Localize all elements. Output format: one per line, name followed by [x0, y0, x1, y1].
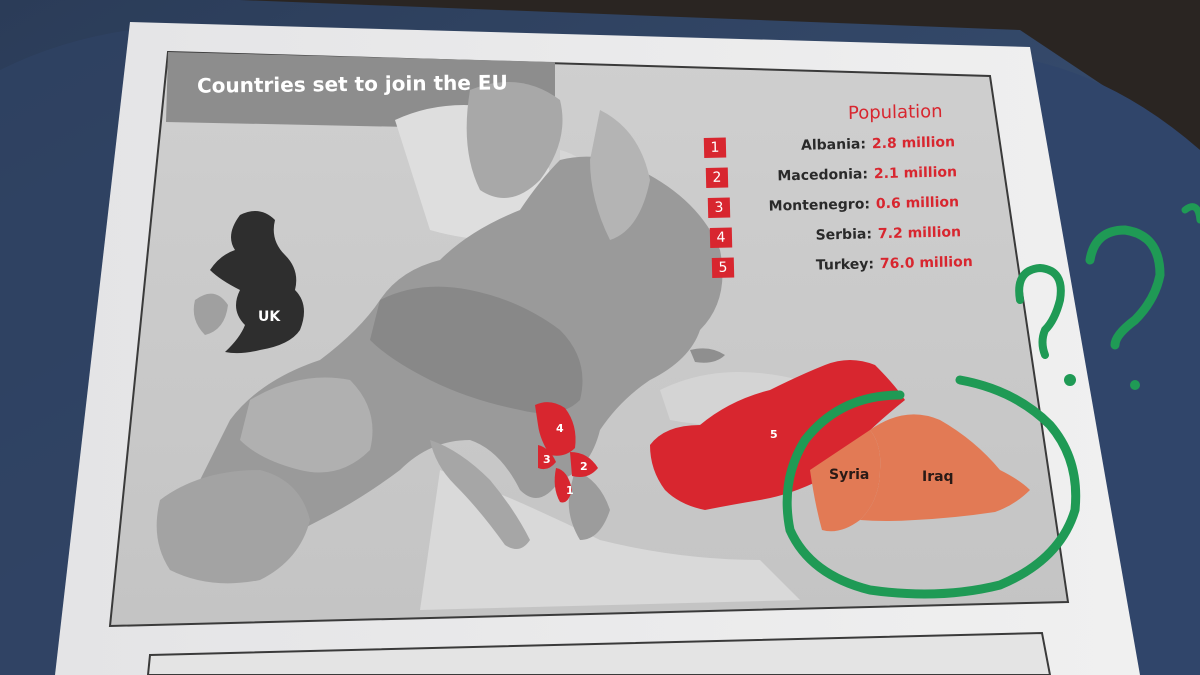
- montenegro-shape: [538, 445, 556, 470]
- question-dot-small: [1064, 374, 1076, 386]
- albania-number: 1: [566, 484, 574, 497]
- turkey-shape: [650, 360, 905, 510]
- france: [240, 377, 373, 473]
- dark-corner: [240, 0, 1200, 150]
- albania-shape: [554, 468, 572, 503]
- map-title: Countries set to join the EU: [196, 70, 508, 98]
- legend-number-badge: 1: [703, 137, 727, 158]
- green-circle-annotation: [782, 375, 1081, 599]
- population-heading: Population: [847, 101, 943, 124]
- iraq-label: Iraq: [922, 469, 954, 485]
- legend-population: 76.0 million: [879, 254, 973, 273]
- sea-mediterranean: [420, 470, 800, 610]
- legend-population: 0.6 million: [875, 194, 960, 213]
- ireland: [193, 293, 228, 335]
- macedonia-number: 2: [580, 460, 588, 473]
- question-mark-small: [1015, 263, 1065, 359]
- scandinavia: [466, 82, 563, 198]
- legend-country: Turkey:: [815, 256, 875, 274]
- question-mark-large: [1085, 225, 1165, 350]
- legend-country: Albania:: [800, 136, 867, 154]
- legend-population: 7.2 million: [877, 224, 962, 243]
- crimea: [690, 348, 725, 363]
- iberia: [156, 470, 310, 584]
- legend-number-badge: 2: [705, 167, 729, 188]
- uk-label: UK: [258, 309, 281, 325]
- legend-population: 2.8 million: [871, 134, 956, 153]
- iraq-shape: [860, 414, 1030, 521]
- legend-country: Serbia:: [815, 226, 873, 244]
- question-dot-large: [1130, 380, 1140, 390]
- legend-number-badge: 3: [707, 197, 731, 218]
- legend-population: 2.1 million: [873, 164, 958, 183]
- syria-shape: [810, 430, 881, 532]
- syria-label: Syria: [829, 467, 870, 483]
- denim-right: [1030, 60, 1200, 675]
- serbia-shape: [535, 402, 576, 456]
- montenegro-number: 3: [543, 453, 551, 466]
- legend-number-badge: 4: [709, 227, 733, 248]
- legend-country: Montenegro:: [768, 196, 871, 215]
- central-europe: [370, 286, 583, 414]
- finland-baltic: [590, 110, 650, 240]
- greece: [568, 470, 610, 540]
- italy: [430, 440, 530, 549]
- next-panel-frame: [146, 631, 1052, 675]
- legend-number-badge: 5: [711, 257, 735, 278]
- turkey-number: 5: [770, 428, 778, 441]
- macedonia-shape: [570, 452, 598, 477]
- legend-country: Macedonia:: [777, 166, 869, 185]
- uk-shape: [210, 211, 304, 354]
- serbia-number: 4: [556, 422, 564, 435]
